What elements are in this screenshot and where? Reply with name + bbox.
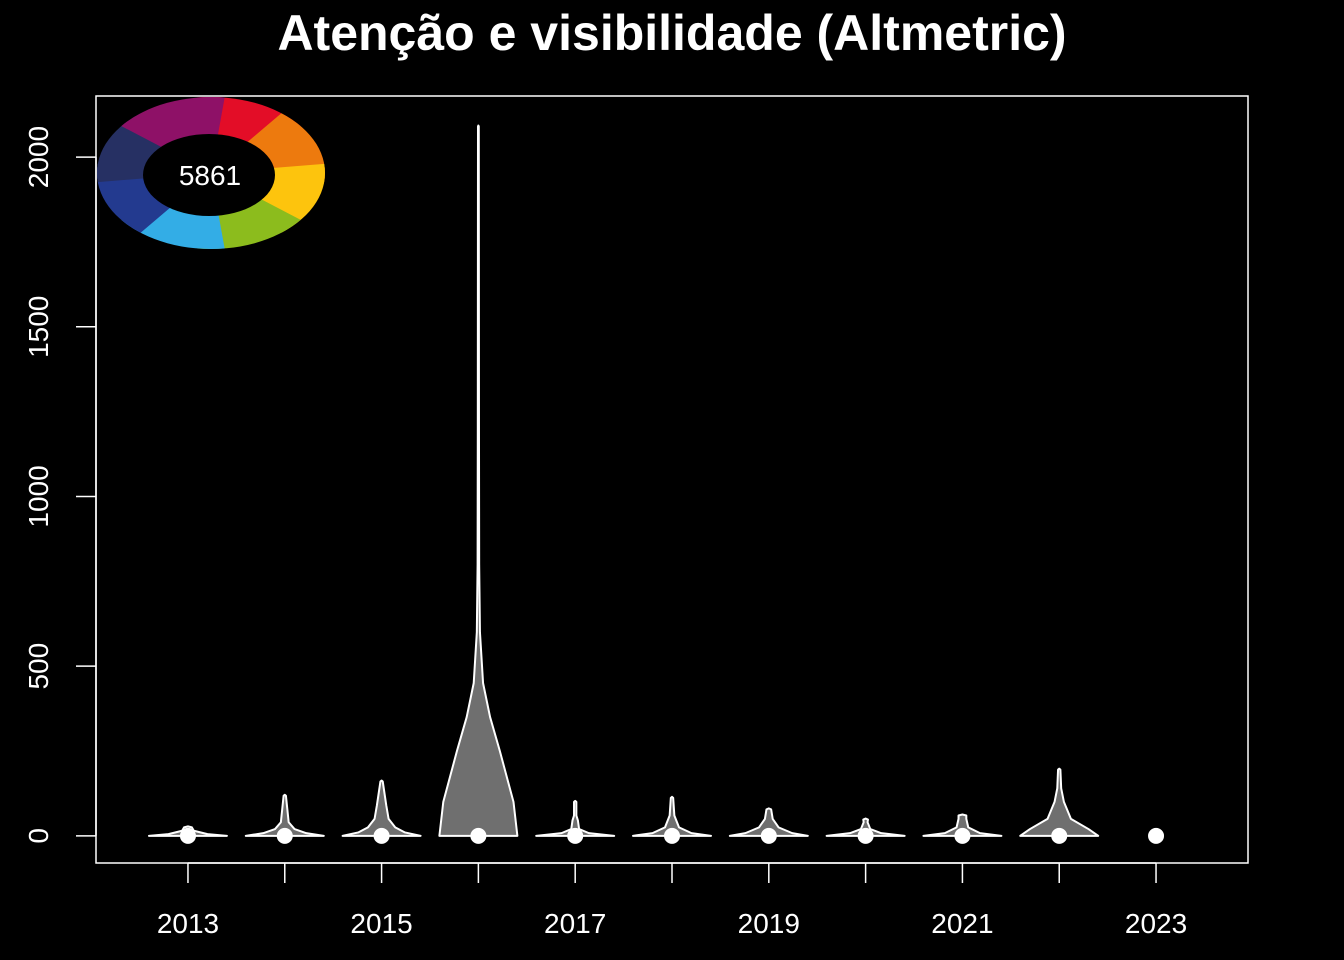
medians-layer: [179, 827, 1165, 844]
violin-2016: [438, 124, 519, 837]
y-axis: 0 500 1000 1500 2000: [23, 126, 97, 844]
median-point-2019: [760, 827, 777, 844]
violin-2019: [728, 807, 809, 837]
median-point-2013: [179, 827, 196, 844]
violin-2015: [341, 779, 422, 837]
median-point-2022: [1051, 827, 1068, 844]
x-tick-label: 2023: [1125, 908, 1187, 939]
x-tick-label: 2013: [157, 908, 219, 939]
violin-2017: [535, 799, 616, 837]
median-point-2017: [567, 827, 584, 844]
altmetric-donut-icon: [96, 96, 325, 249]
violin-2022: [1019, 767, 1100, 837]
median-point-2021: [954, 827, 971, 844]
median-point-2014: [276, 827, 293, 844]
x-tick-label: 2017: [544, 908, 606, 939]
violin-2014: [244, 793, 325, 837]
x-tick-label: 2015: [350, 908, 412, 939]
chart-title: Atenção e visibilidade (Altmetric): [277, 5, 1067, 61]
violin-2018: [632, 795, 712, 837]
altmetric-donut-hole: [143, 134, 275, 216]
median-point-2020: [857, 827, 874, 844]
y-tick-label: 2000: [23, 126, 54, 188]
x-tick-label: 2021: [931, 908, 993, 939]
x-tick-label: 2019: [738, 908, 800, 939]
y-tick-label: 1500: [23, 296, 54, 358]
x-axis: 2013 2015 2017 2019 2021 2023: [157, 862, 1187, 939]
y-tick-label: 500: [23, 643, 54, 690]
median-point-2016: [470, 827, 487, 844]
violin-2021: [922, 813, 1003, 837]
altmetric-badge: 5861: [96, 96, 325, 249]
violin-2020: [825, 817, 906, 837]
altmetric-score: 5861: [179, 160, 241, 191]
violins-layer: [147, 124, 1100, 837]
median-point-2015: [373, 827, 390, 844]
y-tick-label: 0: [23, 828, 54, 844]
median-point-2018: [664, 827, 680, 844]
median-point-2023: [1148, 827, 1165, 844]
y-tick-label: 1000: [23, 465, 54, 527]
